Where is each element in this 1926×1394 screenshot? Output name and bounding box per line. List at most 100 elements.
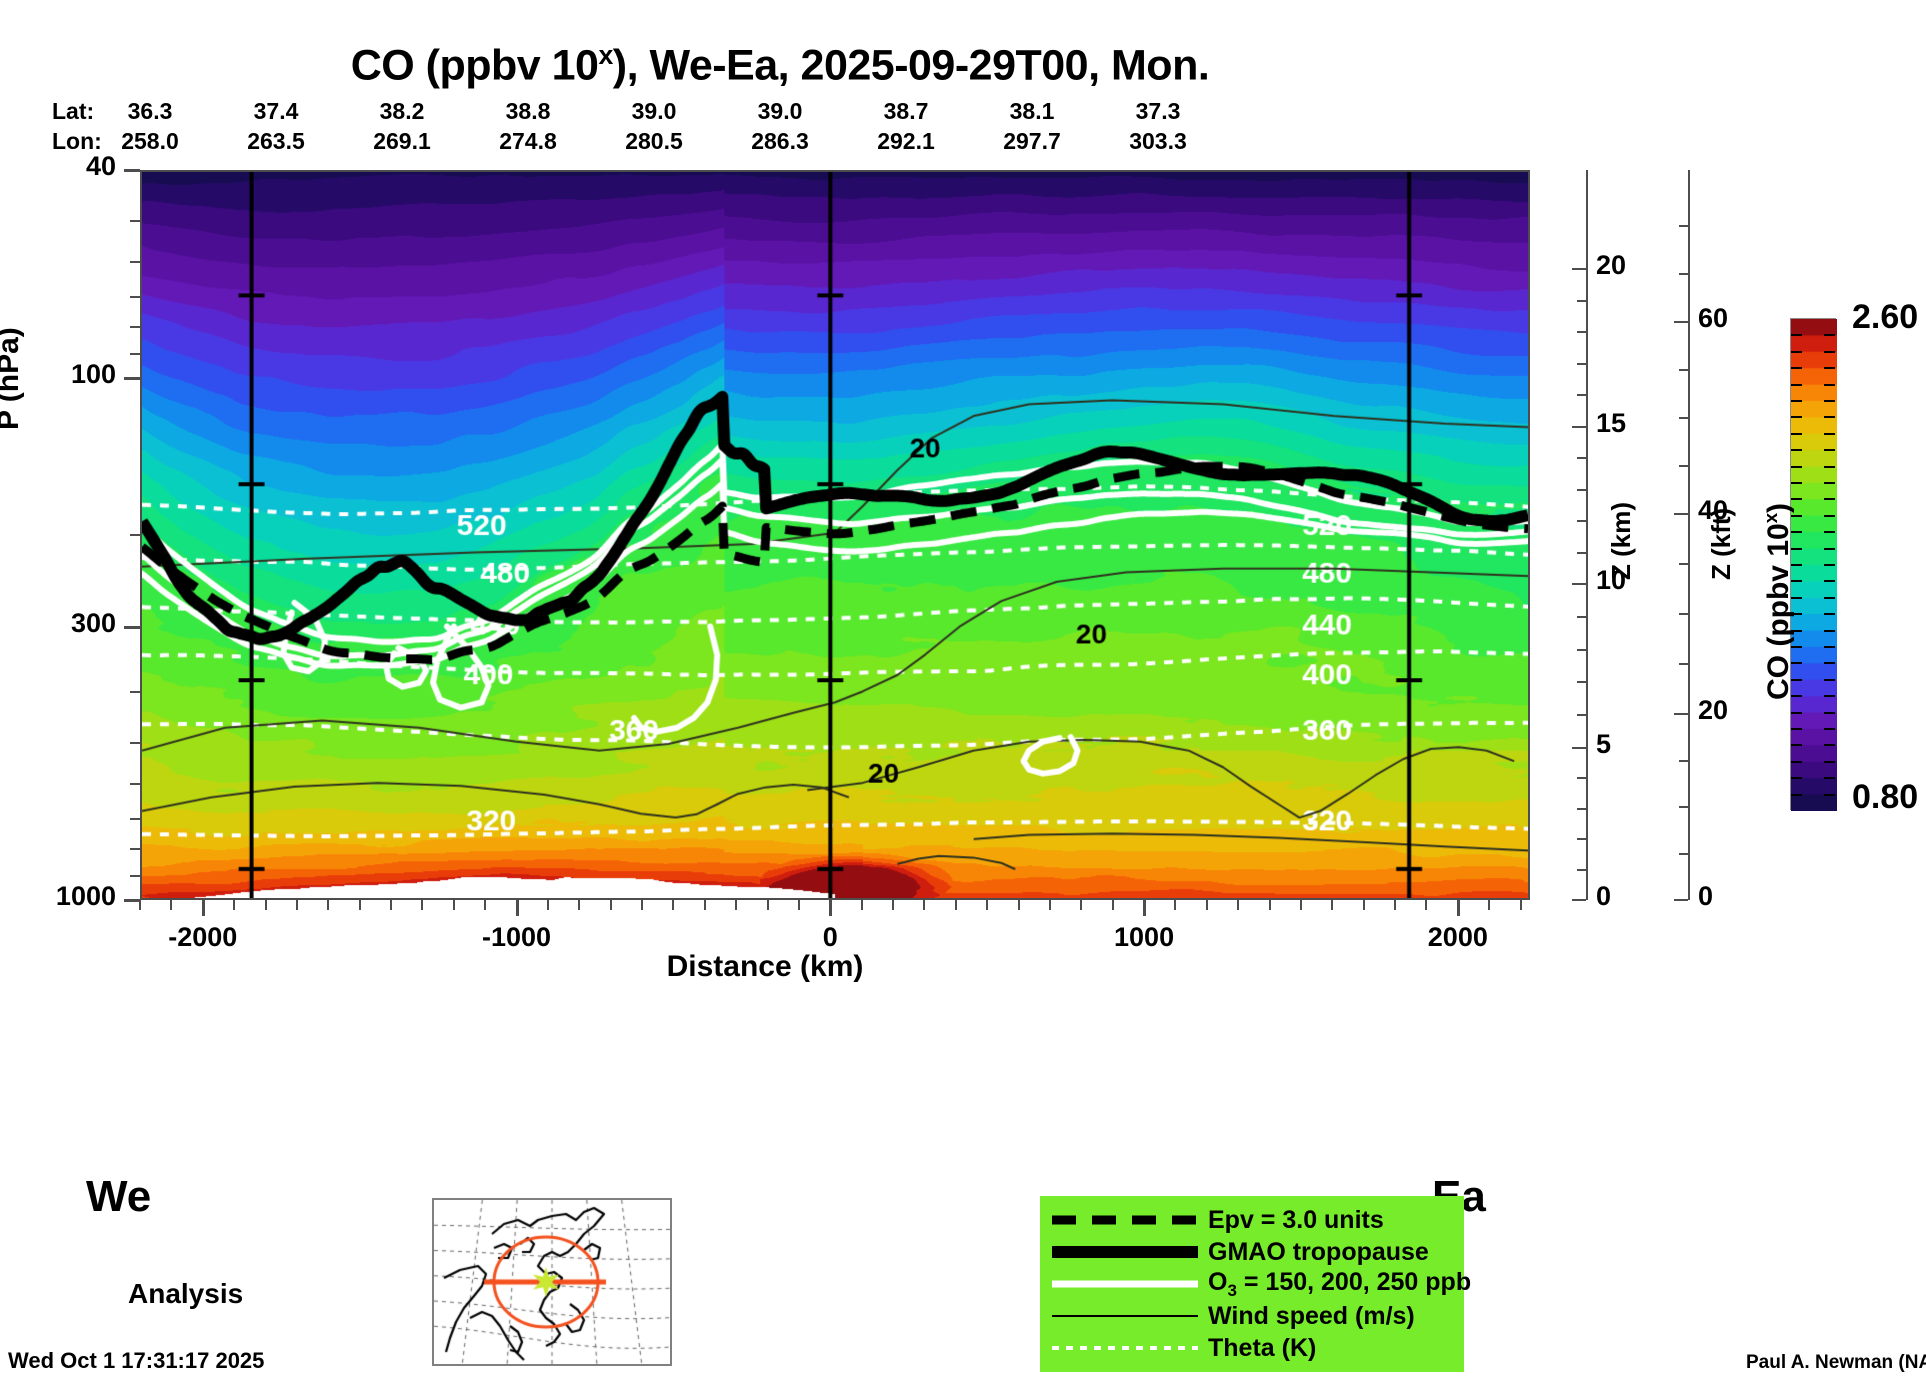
- x-tick-minor: [484, 900, 487, 910]
- x-tick-major: [515, 900, 519, 916]
- z-km-tick-minor: [1577, 268, 1586, 270]
- co-field-canvas: [142, 172, 1528, 898]
- y-axis-label: P (hPa): [0, 327, 25, 430]
- z-kft-axis-spine: [1688, 170, 1690, 900]
- colorbar-tick: [1791, 383, 1802, 386]
- colorbar-tick: [1791, 777, 1802, 780]
- colorbar-tick: [1824, 662, 1835, 665]
- z-kft-tick-minor: [1679, 273, 1688, 275]
- legend-label: Wind speed (m/s): [1208, 1301, 1415, 1330]
- z-km-tick-label: 20: [1596, 250, 1627, 280]
- x-tick-minor: [1394, 900, 1397, 910]
- legend-line: [1052, 1215, 1198, 1225]
- x-tick-minor: [797, 900, 800, 910]
- z-kft-tick-minor: [1679, 759, 1688, 762]
- title-exponent: x: [598, 40, 613, 70]
- x-tick-label: 0: [822, 922, 838, 952]
- colorbar-tick: [1791, 760, 1802, 763]
- colorbar-tick: [1824, 711, 1835, 714]
- lat-value: 36.3: [127, 98, 173, 124]
- y-tick-label: 100: [70, 358, 116, 389]
- x-tick-minor: [421, 900, 424, 910]
- z-kft-tick: [1674, 513, 1688, 515]
- z-kft-tick: [1674, 899, 1688, 901]
- x-tick-label: -2000: [168, 922, 238, 952]
- z-kft-tick-minor: [1679, 613, 1688, 615]
- x-tick-minor: [1425, 900, 1428, 910]
- credit-label: Paul A. Newman (NASA: [1746, 1352, 1926, 1373]
- colorbar-tick: [1824, 777, 1835, 780]
- x-tick-minor: [1017, 900, 1020, 910]
- x-tick-minor: [390, 900, 393, 910]
- colorbar-tick: [1824, 613, 1835, 616]
- y-tick-minor: [130, 818, 140, 821]
- x-tick-minor: [641, 900, 644, 910]
- colorbar-tick: [1824, 383, 1835, 386]
- y-tick-minor: [130, 691, 140, 694]
- lat-value: 38.2: [379, 98, 425, 124]
- analysis-label: Analysis: [128, 1278, 244, 1309]
- colorbar-tick: [1824, 744, 1835, 747]
- colorbar-tick: [1824, 760, 1835, 763]
- x-tick-minor: [1174, 900, 1177, 910]
- colorbar-tick: [1824, 580, 1835, 583]
- lat-value: 39.0: [631, 98, 677, 124]
- location-inset-map: [432, 1198, 672, 1366]
- lat-label: Lat:: [52, 98, 95, 124]
- legend-label: Epv = 3.0 units: [1208, 1205, 1384, 1234]
- z-km-tick-minor: [1577, 520, 1586, 523]
- x-tick-minor: [954, 900, 957, 910]
- west-endpoint-label: We: [86, 1172, 152, 1221]
- x-tick-minor: [1237, 900, 1240, 910]
- z-km-tick-minor: [1577, 868, 1586, 871]
- colorbar-max-label: 2.60: [1852, 298, 1919, 336]
- colorbar-tick: [1791, 728, 1802, 730]
- lon-value: 286.3: [751, 128, 809, 154]
- legend-item: GMAO tropopause: [1040, 1236, 1464, 1268]
- colorbar-tick: [1791, 613, 1802, 616]
- x-tick-minor: [766, 900, 769, 910]
- x-tick-minor: [1111, 900, 1114, 910]
- x-tick-minor: [139, 900, 141, 910]
- z-kft-tick-label: 40: [1698, 495, 1729, 525]
- lat-value: 37.4: [253, 98, 299, 124]
- colorbar-tick: [1824, 514, 1835, 517]
- x-tick-minor: [1205, 900, 1208, 910]
- x-tick-minor: [546, 900, 549, 910]
- timestamp-label: Wed Oct 1 17:31:17 2025: [8, 1348, 265, 1373]
- colorbar-tick: [1791, 646, 1802, 648]
- lat-value: 38.1: [1009, 98, 1055, 124]
- z-km-tick-minor: [1577, 551, 1586, 554]
- x-tick-minor: [1519, 900, 1522, 910]
- z-kft-tick-minor: [1679, 417, 1688, 419]
- colorbar-tick: [1824, 334, 1835, 337]
- x-tick-minor: [703, 900, 706, 910]
- x-tick-label: 2000: [1427, 922, 1488, 952]
- colorbar-tick: [1791, 367, 1802, 370]
- legend-swatch-black-dashed-thick: [1040, 1204, 1208, 1236]
- z-kft-tick: [1674, 713, 1688, 715]
- colorbar-tick: [1824, 678, 1835, 681]
- colorbar-tick: [1824, 728, 1835, 730]
- legend-label: GMAO tropopause: [1208, 1237, 1429, 1266]
- x-tick-minor: [923, 900, 926, 910]
- x-tick-minor: [295, 900, 298, 910]
- legend-swatch-black-solid-thick: [1040, 1236, 1208, 1268]
- y-tick-minor: [130, 783, 140, 786]
- colorbar-tick: [1791, 629, 1802, 632]
- colorbar-tick: [1791, 514, 1802, 517]
- z-kft-tick-minor: [1679, 852, 1688, 855]
- z-kft-tick-label: 60: [1698, 303, 1729, 333]
- x-tick-minor: [1331, 900, 1334, 910]
- z-km-tick-minor: [1577, 331, 1586, 334]
- lon-value: 292.1: [877, 128, 935, 154]
- colorbar-tick: [1791, 744, 1802, 747]
- x-tick-minor: [860, 900, 863, 910]
- z-km-tick-minor: [1577, 362, 1586, 365]
- lon-value: 258.0: [121, 128, 179, 154]
- x-tick-label: 1000: [1114, 922, 1175, 952]
- legend-label: O3 = 150, 200, 250 ppb: [1208, 1267, 1472, 1300]
- z-km-tick-minor: [1577, 615, 1586, 618]
- x-tick-minor: [1048, 900, 1051, 910]
- colorbar-tick: [1791, 498, 1802, 501]
